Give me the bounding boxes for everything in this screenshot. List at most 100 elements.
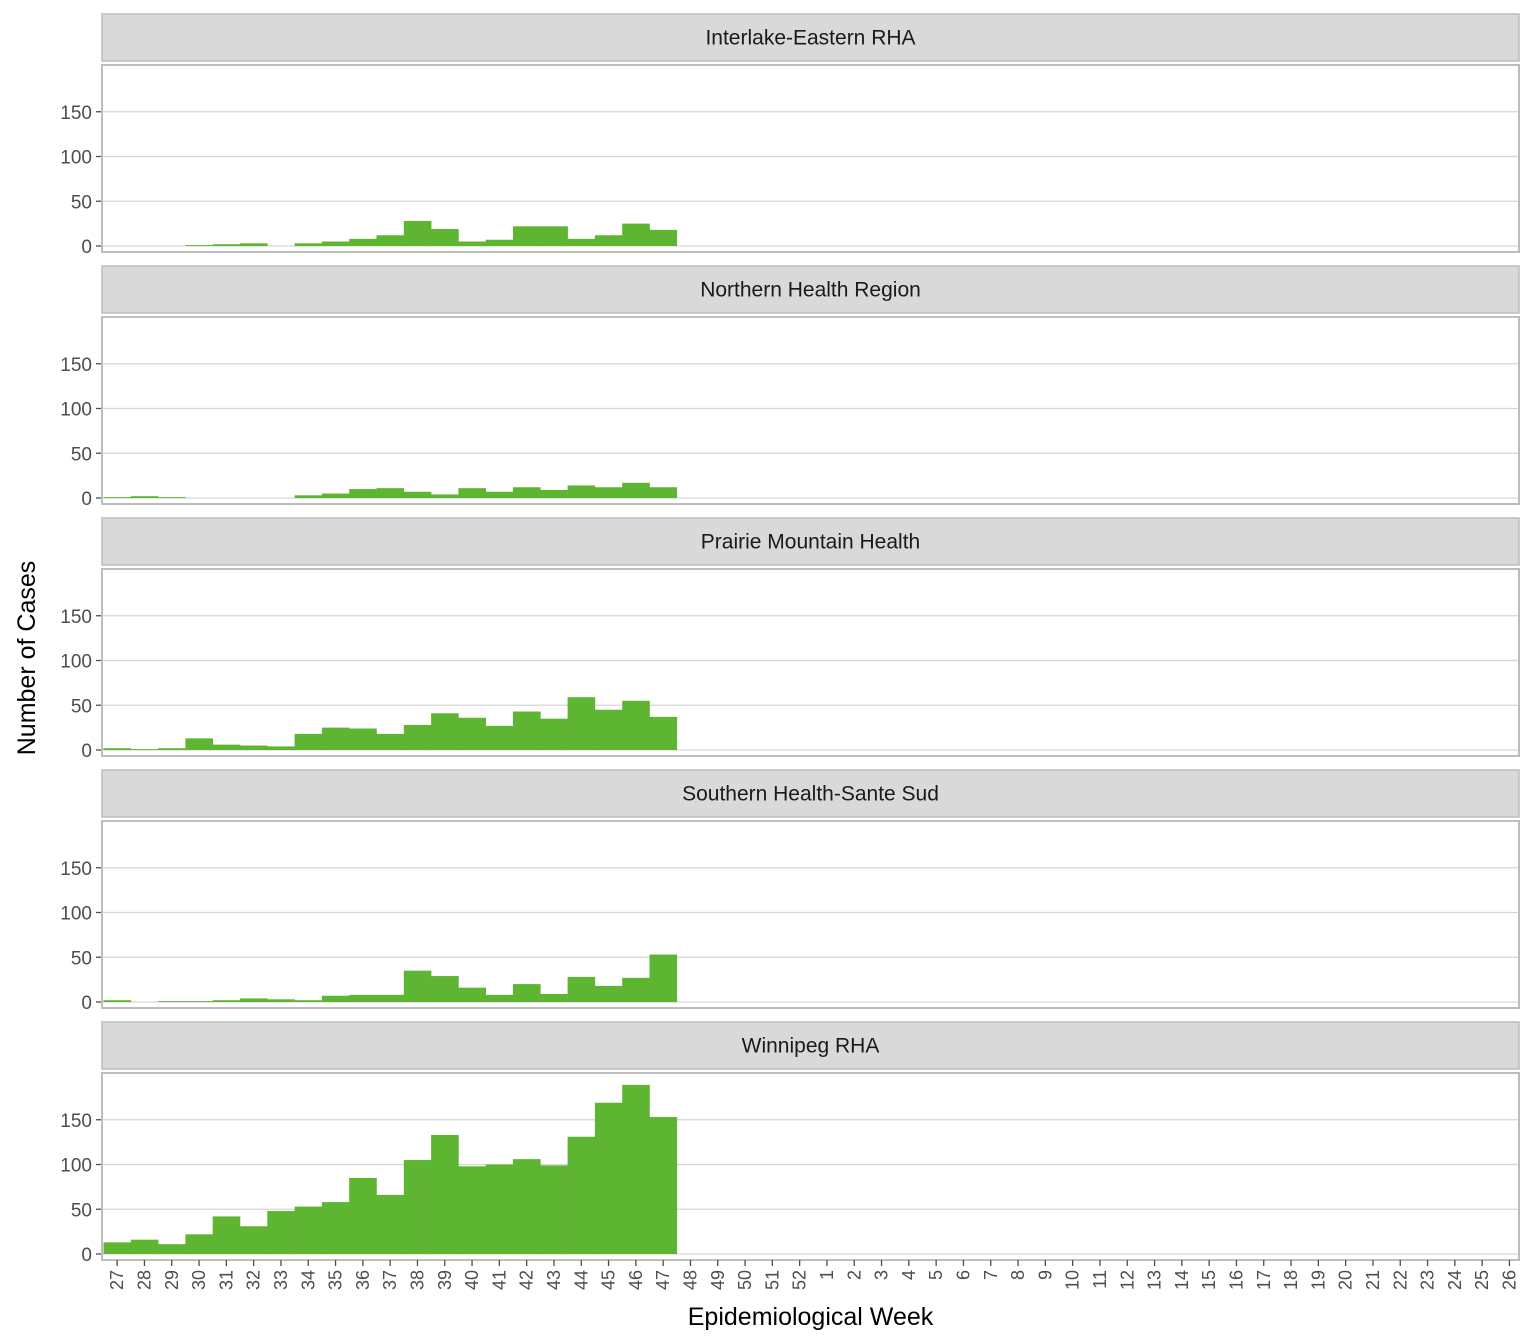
facet-strip-label: Winnipeg RHA — [742, 1035, 880, 1058]
x-tick-label: 29 — [162, 1270, 182, 1290]
x-tick-label: 13 — [1145, 1270, 1165, 1290]
x-tick-label: 10 — [1063, 1270, 1083, 1290]
y-tick-label: 50 — [71, 696, 92, 717]
bar — [540, 226, 568, 246]
facet-panel: Winnipeg RHA 0 50 100 150 — [60, 1021, 1520, 1266]
bar — [540, 993, 568, 1002]
x-tick-label: 3 — [872, 1270, 892, 1280]
x-tick-label: 19 — [1308, 1270, 1328, 1290]
bar — [294, 495, 323, 498]
x-tick-label: 2 — [844, 1270, 864, 1280]
bar — [403, 724, 432, 750]
bar — [185, 738, 213, 750]
facet-strip — [101, 1021, 1520, 1070]
bar — [567, 485, 596, 498]
bar — [376, 1194, 405, 1254]
bar — [349, 238, 377, 246]
bar — [513, 1159, 541, 1254]
facet-panel: Interlake-Eastern RHA 0 50 100 150 — [60, 13, 1520, 258]
bar — [130, 496, 159, 498]
bar — [458, 488, 486, 498]
x-tick-label: 9 — [1035, 1270, 1055, 1280]
x-axis-title: Epidemiological Week — [688, 1303, 934, 1331]
y-tick-label: 150 — [60, 355, 92, 376]
y-axis-title: Number of Cases — [13, 561, 41, 756]
bar — [431, 1134, 459, 1254]
bar — [403, 970, 432, 1002]
bar — [158, 1244, 186, 1254]
bar — [622, 223, 650, 246]
x-tick-label: 18 — [1281, 1270, 1301, 1290]
facet-strip-label: Northern Health Region — [700, 279, 921, 302]
x-tick-label: 47 — [653, 1270, 673, 1290]
y-tick-label: 100 — [60, 652, 92, 673]
x-tick-label: 51 — [762, 1270, 782, 1290]
bar — [458, 241, 486, 246]
bar — [622, 700, 650, 750]
bar — [212, 744, 241, 750]
bar — [349, 1177, 377, 1254]
x-tick-label: 7 — [981, 1270, 1001, 1280]
y-tick-label: 50 — [71, 444, 92, 465]
panel-border — [101, 820, 1520, 1009]
bar — [594, 1102, 623, 1254]
bar — [649, 1117, 678, 1254]
bar — [294, 733, 323, 750]
bar — [294, 1000, 323, 1002]
panel-background — [102, 65, 1519, 252]
x-tick-label: 23 — [1418, 1270, 1438, 1290]
x-tick-label: 5 — [926, 1270, 946, 1280]
x-tick-label: 48 — [680, 1270, 700, 1290]
bar — [485, 239, 514, 246]
x-tick-label: 52 — [790, 1270, 810, 1290]
x-tick-label: 42 — [517, 1270, 537, 1290]
bar — [567, 1136, 596, 1254]
bar — [240, 1226, 268, 1254]
bar — [431, 228, 459, 246]
bar — [103, 1242, 132, 1254]
bar — [594, 235, 623, 246]
y-tick-label: 100 — [60, 148, 92, 169]
facet-strip — [101, 769, 1520, 818]
bar — [349, 728, 377, 750]
bar — [622, 1084, 650, 1254]
bar — [458, 717, 486, 750]
x-tick-label: 22 — [1390, 1270, 1410, 1290]
bar — [321, 1202, 350, 1254]
bar — [403, 1160, 432, 1254]
bar — [321, 995, 350, 1002]
x-tick-label: 45 — [599, 1270, 619, 1290]
x-tick-label: 39 — [435, 1270, 455, 1290]
x-tick-label: 36 — [353, 1270, 373, 1290]
bar — [321, 241, 350, 246]
x-tick-label: 43 — [544, 1270, 564, 1290]
facet-strip-label: Prairie Mountain Health — [701, 531, 920, 554]
bar — [212, 1216, 241, 1254]
bar — [513, 226, 541, 246]
panel-border — [101, 64, 1520, 253]
x-tick-label: 12 — [1117, 1270, 1137, 1290]
bar — [294, 243, 323, 246]
y-tick-label: 100 — [60, 400, 92, 421]
x-tick-label: 28 — [134, 1270, 154, 1290]
x-tick-label: 14 — [1172, 1270, 1192, 1290]
x-tick-label: 26 — [1499, 1270, 1519, 1290]
bar — [540, 718, 568, 750]
bar — [458, 1166, 486, 1254]
bar — [267, 1211, 295, 1254]
y-tick-label: 150 — [60, 859, 92, 880]
y-tick-label: 0 — [81, 489, 92, 510]
bar — [403, 491, 432, 498]
x-tick-label: 44 — [571, 1270, 591, 1290]
bar — [567, 238, 596, 246]
x-tick-label: 11 — [1090, 1270, 1110, 1289]
bar — [349, 994, 377, 1002]
bar — [103, 497, 132, 498]
y-tick-label: 0 — [81, 237, 92, 258]
x-tick-label: 38 — [407, 1270, 427, 1290]
bar — [185, 245, 213, 246]
panel-border — [101, 1072, 1520, 1261]
facet-strip — [101, 265, 1520, 314]
bar — [431, 713, 459, 750]
